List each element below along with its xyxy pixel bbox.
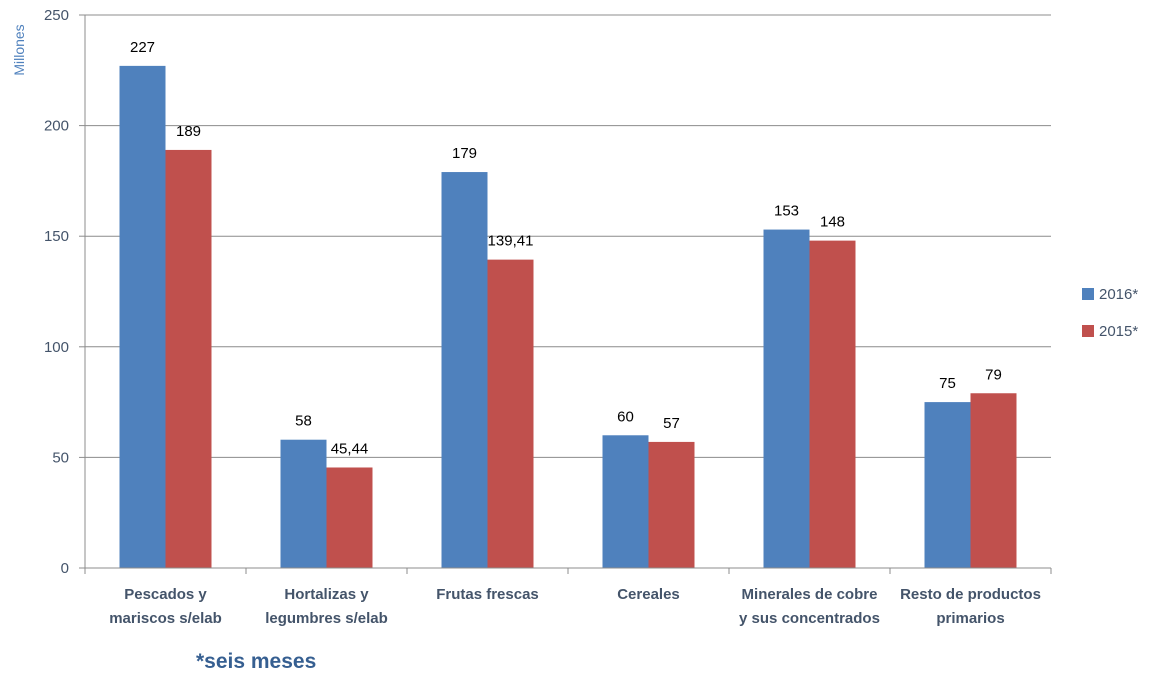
bar-2016*-5 (924, 402, 971, 568)
category-label-line: Cereales (617, 586, 680, 603)
bars (119, 65, 1017, 568)
category-label-line: Minerales de cobre (742, 586, 878, 603)
gridlines (85, 14, 1051, 458)
category-labels: Pescados y mariscos s/elab Hortalizas y leg… (109, 586, 1041, 627)
category-label: Pescados y mariscos s/elab (109, 586, 222, 627)
data-label: 148 (820, 214, 845, 231)
legend-label: 2016* (1099, 286, 1138, 303)
data-label: 153 (774, 203, 799, 220)
bar-2015*-3 (648, 441, 695, 568)
category-label-line: Frutas frescas (436, 586, 539, 603)
bar-2016*-0 (119, 65, 166, 568)
category-label-line: Pescados y (124, 586, 207, 603)
data-label: 60 (617, 408, 634, 425)
y-tick-label: 0 (61, 560, 69, 577)
category-label-line: Hortalizas y (284, 586, 369, 603)
bar-2016*-3 (602, 435, 649, 568)
category-label: Resto de productos primarios (900, 586, 1041, 627)
y-tick-label: 150 (44, 228, 69, 245)
data-label: 79 (985, 366, 1002, 383)
category-label-line: legumbres s/elab (265, 610, 388, 627)
bar-2015*-5 (970, 393, 1017, 568)
bar-2015*-1 (326, 467, 373, 568)
data-label: 227 (130, 39, 155, 56)
category-label-line: Resto de productos (900, 586, 1041, 603)
data-label: 75 (939, 375, 956, 392)
bar-2016*-2 (441, 172, 488, 568)
data-label: 58 (295, 413, 312, 430)
bar-2015*-2 (487, 259, 534, 568)
category-label-line: y sus concentrados (739, 610, 880, 627)
bar-2016*-4 (763, 229, 810, 568)
legend: 2016* 2015* (1082, 286, 1138, 340)
y-tick-label: 200 (44, 118, 69, 135)
footnote: *seis meses (196, 650, 317, 673)
bar-2015*-4 (809, 240, 856, 568)
category-label-line: primarios (936, 610, 1004, 627)
bar-2015*-0 (165, 149, 212, 568)
y-tick-label: 100 (44, 339, 69, 356)
legend-swatch (1082, 325, 1094, 337)
legend-label: 2015* (1099, 323, 1138, 340)
category-label: Cereales (617, 586, 680, 603)
category-label: Minerales de cobre y sus concentrados (739, 586, 880, 627)
data-label: 139,41 (488, 233, 534, 250)
x-axis (84, 15, 1052, 574)
data-label: 45,44 (331, 440, 369, 457)
y-axis-label: Millones (11, 24, 27, 75)
data-label: 179 (452, 145, 477, 162)
bar-2016*-1 (280, 439, 327, 568)
y-axis-ticks: 0 50 100 150 200 250 (44, 7, 85, 577)
category-label: Frutas frescas (436, 586, 539, 603)
category-label-line: mariscos s/elab (109, 610, 222, 627)
y-tick-label: 50 (52, 449, 69, 466)
legend-swatch (1082, 288, 1094, 300)
data-labels: 227 58 179 60 153 75 189 45,44 139,41 57 148 79 (130, 39, 1002, 458)
y-tick-label: 250 (44, 7, 69, 24)
category-label: Hortalizas y legumbres s/elab (265, 586, 388, 627)
data-label: 57 (663, 415, 680, 432)
data-label: 189 (176, 123, 201, 140)
